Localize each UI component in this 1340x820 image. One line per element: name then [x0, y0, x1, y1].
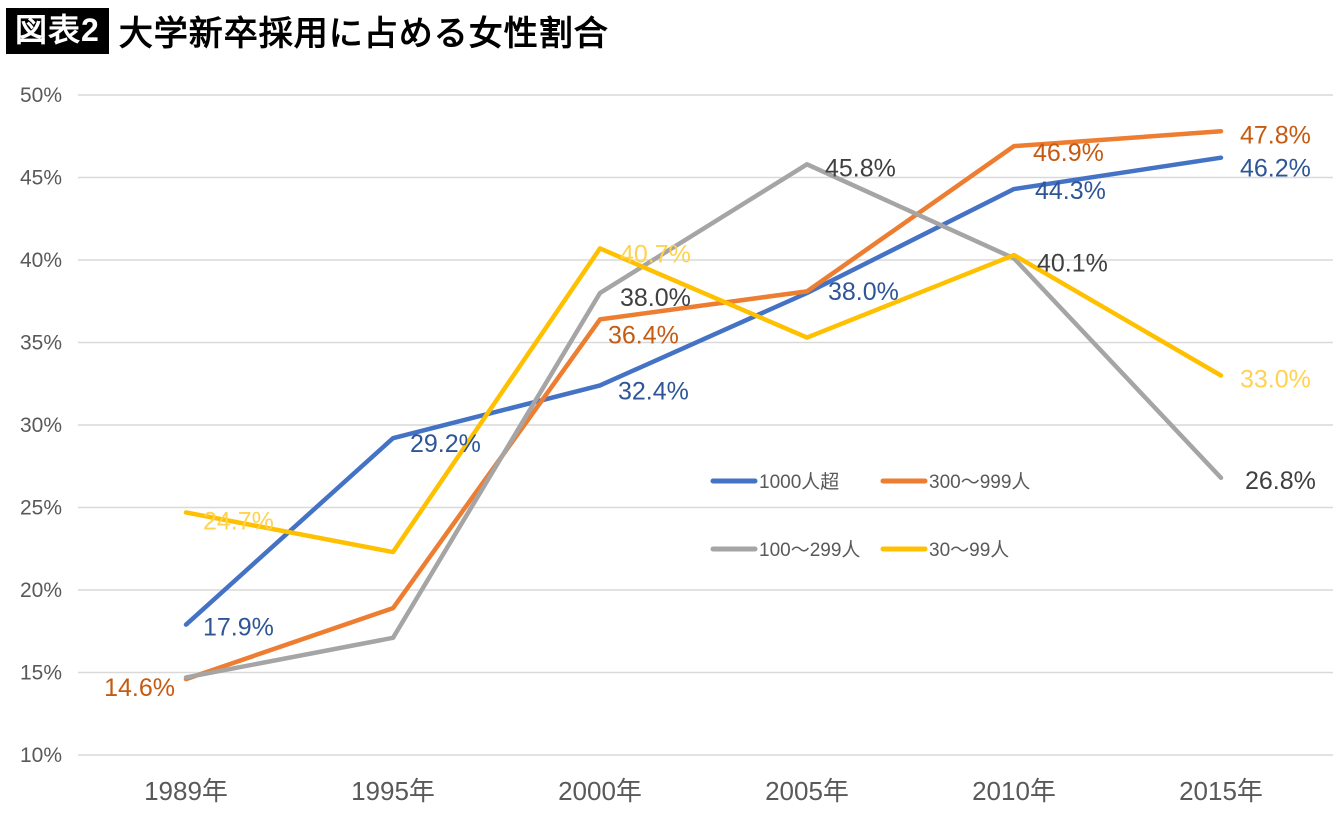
- data-label-100-299-2005年: 45.8%: [825, 154, 896, 182]
- data-label-300-999-1989年: 14.6%: [104, 674, 175, 702]
- data-label-over-1000-2015年: 46.2%: [1240, 155, 1311, 183]
- data-label-over-1000-1995年: 29.2%: [410, 430, 481, 458]
- data-label-over-1000-2005年: 38.0%: [828, 278, 899, 306]
- series-line-over-1000: [183, 155, 1224, 627]
- data-label-30-99-2000年: 40.7%: [620, 240, 691, 268]
- data-label-300-999-2000年: 36.4%: [608, 321, 679, 349]
- data-label-over-1000-1989年: 17.9%: [203, 614, 274, 642]
- legend-label-100-299: 100〜299人: [759, 539, 860, 561]
- y-axis-tick-label: 15%: [20, 662, 62, 685]
- y-axis-tick-label: 30%: [20, 414, 62, 437]
- y-axis-tick-label: 35%: [20, 332, 62, 355]
- data-label-100-299-2010年: 40.1%: [1037, 249, 1108, 277]
- data-label-30-99-1989年: 24.7%: [203, 507, 274, 535]
- x-axis-tick-label: 1995年: [351, 776, 435, 806]
- x-axis-tick-label: 2005年: [765, 776, 849, 806]
- figure-number-badge: 図表2: [6, 7, 109, 54]
- figure-title: 大学新卒採用に占める女性割合: [118, 15, 609, 53]
- y-axis-tick-label: 40%: [20, 249, 62, 272]
- y-axis-tick-label: 10%: [20, 744, 62, 767]
- y-axis-tick-label: 25%: [20, 497, 62, 520]
- x-axis-tick-label: 2010年: [972, 776, 1056, 806]
- series-line-300-999: [183, 129, 1224, 682]
- y-axis-tick-label: 20%: [20, 579, 62, 602]
- legend-label-30-99: 30〜99人: [929, 539, 1009, 561]
- figure-header: 図表2 大学新卒採用に占める女性割合: [6, 6, 609, 55]
- x-axis-tick-label: 2015年: [1179, 776, 1263, 806]
- data-label-over-1000-2010年: 44.3%: [1035, 177, 1106, 205]
- x-axis-tick-label: 2000年: [558, 776, 642, 806]
- series-line-100-299: [183, 162, 1224, 680]
- legend-label-300-999: 300〜999人: [929, 471, 1030, 493]
- y-axis-tick-label: 45%: [20, 167, 62, 190]
- data-label-100-299-2000年: 38.0%: [620, 284, 691, 312]
- data-label-over-1000-2000年: 32.4%: [618, 377, 689, 405]
- x-axis-tick-label: 1989年: [144, 776, 228, 806]
- data-label-30-99-2015年: 33.0%: [1240, 366, 1311, 394]
- series-line-30-99: [183, 246, 1224, 555]
- data-label-300-999-2015年: 47.8%: [1240, 121, 1311, 149]
- data-label-100-299-2015年: 26.8%: [1245, 467, 1316, 495]
- legend-label-over-1000: 1000人超: [759, 471, 839, 493]
- data-label-300-999-2010年: 46.9%: [1033, 139, 1104, 167]
- y-axis-tick-label: 50%: [20, 84, 62, 107]
